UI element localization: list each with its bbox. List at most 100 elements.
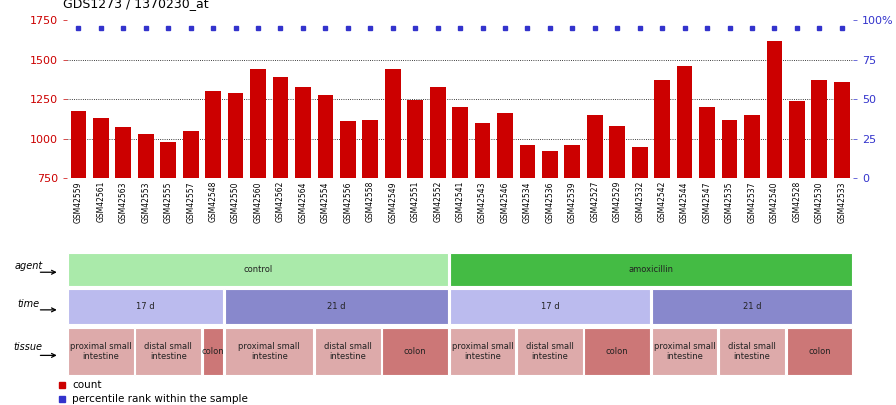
Bar — [676, 66, 693, 178]
Bar — [68, 328, 134, 375]
Text: GSM42529: GSM42529 — [613, 181, 622, 222]
Text: GSM42534: GSM42534 — [523, 181, 532, 223]
Text: control: control — [244, 265, 272, 274]
Bar — [767, 41, 782, 178]
Text: GSM42550: GSM42550 — [231, 181, 240, 223]
Bar — [452, 107, 468, 178]
Text: 17 d: 17 d — [136, 302, 155, 311]
Bar — [651, 328, 718, 375]
Text: GSM42536: GSM42536 — [546, 181, 555, 223]
Bar — [272, 77, 289, 178]
Text: distal small
intestine: distal small intestine — [144, 342, 192, 361]
Bar — [475, 123, 490, 178]
Text: GSM42547: GSM42547 — [702, 181, 711, 223]
Bar — [450, 289, 650, 324]
Text: GSM42564: GSM42564 — [298, 181, 307, 223]
Text: GSM42533: GSM42533 — [837, 181, 846, 223]
Text: GSM42541: GSM42541 — [455, 181, 465, 222]
Text: proximal small
intestine: proximal small intestine — [70, 342, 132, 361]
Text: GSM42544: GSM42544 — [680, 181, 689, 223]
Text: GSM42561: GSM42561 — [97, 181, 106, 222]
Text: distal small
intestine: distal small intestine — [728, 342, 776, 361]
Text: GSM42542: GSM42542 — [658, 181, 667, 222]
Text: GSM42543: GSM42543 — [478, 181, 487, 223]
Bar — [315, 328, 381, 375]
Text: GSM42562: GSM42562 — [276, 181, 285, 222]
Bar — [205, 92, 221, 178]
Text: GSM42556: GSM42556 — [343, 181, 352, 223]
Text: GSM42546: GSM42546 — [501, 181, 510, 223]
Bar — [834, 82, 849, 178]
Bar — [564, 145, 581, 178]
Bar — [183, 131, 199, 178]
Bar — [587, 115, 603, 178]
Text: percentile rank within the sample: percentile rank within the sample — [73, 394, 248, 404]
Bar — [71, 111, 86, 178]
Bar — [385, 69, 401, 178]
Bar — [250, 69, 266, 178]
Bar — [450, 328, 515, 375]
Bar — [225, 289, 448, 324]
Text: proximal small
intestine: proximal small intestine — [654, 342, 715, 361]
Text: GSM42551: GSM42551 — [410, 181, 419, 222]
Text: GSM42530: GSM42530 — [814, 181, 823, 223]
Text: GSM42535: GSM42535 — [725, 181, 734, 223]
Bar — [68, 289, 223, 324]
Text: time: time — [17, 299, 39, 309]
Bar — [160, 142, 177, 178]
Text: colon: colon — [606, 347, 629, 356]
Bar — [584, 328, 650, 375]
Bar — [654, 80, 670, 178]
Bar — [225, 328, 314, 375]
Bar — [138, 134, 153, 178]
Text: colon: colon — [808, 347, 831, 356]
Bar — [408, 100, 423, 178]
Text: GSM42563: GSM42563 — [119, 181, 128, 223]
Bar — [430, 87, 445, 178]
Text: distal small
intestine: distal small intestine — [526, 342, 573, 361]
Text: GSM42549: GSM42549 — [388, 181, 397, 223]
Text: GSM42554: GSM42554 — [321, 181, 330, 223]
Bar — [383, 328, 448, 375]
Bar — [317, 95, 333, 178]
Text: proximal small
intestine: proximal small intestine — [238, 342, 300, 361]
Bar — [202, 328, 223, 375]
Text: 21 d: 21 d — [743, 302, 762, 311]
Bar — [520, 145, 535, 178]
Bar — [632, 147, 648, 178]
Bar — [789, 101, 805, 178]
Bar — [340, 122, 356, 178]
Text: colon: colon — [404, 347, 426, 356]
Text: GSM42559: GSM42559 — [74, 181, 83, 223]
Text: count: count — [73, 379, 102, 390]
Text: GSM42537: GSM42537 — [747, 181, 756, 223]
Text: GSM42553: GSM42553 — [142, 181, 151, 223]
Bar — [699, 107, 715, 178]
Bar — [363, 120, 378, 178]
Text: 21 d: 21 d — [327, 302, 346, 311]
Bar — [609, 126, 625, 178]
Text: proximal small
intestine: proximal small intestine — [452, 342, 513, 361]
Text: GDS1273 / 1370230_at: GDS1273 / 1370230_at — [63, 0, 209, 10]
Text: GSM42540: GSM42540 — [770, 181, 779, 223]
Bar — [450, 253, 852, 286]
Bar — [719, 328, 785, 375]
Bar — [721, 120, 737, 178]
Text: distal small
intestine: distal small intestine — [323, 342, 372, 361]
Bar — [497, 113, 513, 178]
Bar — [68, 253, 448, 286]
Text: GSM42558: GSM42558 — [366, 181, 375, 222]
Text: amoxicillin: amoxicillin — [628, 265, 674, 274]
Text: GSM42557: GSM42557 — [186, 181, 195, 223]
Text: GSM42539: GSM42539 — [568, 181, 577, 223]
Text: GSM42532: GSM42532 — [635, 181, 644, 222]
Text: agent: agent — [14, 261, 42, 271]
Text: GSM42527: GSM42527 — [590, 181, 599, 222]
Bar — [135, 328, 201, 375]
Bar — [228, 93, 244, 178]
Text: GSM42555: GSM42555 — [164, 181, 173, 223]
Text: GSM42548: GSM42548 — [209, 181, 218, 222]
Text: GSM42528: GSM42528 — [792, 181, 801, 222]
Text: tissue: tissue — [13, 342, 43, 352]
Bar — [651, 289, 852, 324]
